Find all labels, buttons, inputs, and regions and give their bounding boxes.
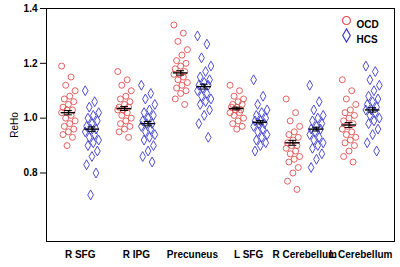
svg-text:R IPG: R IPG <box>123 249 150 260</box>
svg-text:HCS: HCS <box>357 34 378 45</box>
svg-text:1.2: 1.2 <box>24 58 38 69</box>
svg-text:Precuneus: Precuneus <box>167 249 219 260</box>
svg-text:L Cerebellum: L Cerebellum <box>329 249 392 260</box>
svg-text:OCD: OCD <box>357 19 379 30</box>
svg-text:0.8: 0.8 <box>24 167 38 178</box>
svg-text:L SFG: L SFG <box>234 249 263 260</box>
svg-text:1.4: 1.4 <box>24 3 38 14</box>
svg-text:1.0: 1.0 <box>24 112 38 123</box>
svg-text:R SFG: R SFG <box>65 249 96 260</box>
svg-text:R Cerebellum: R Cerebellum <box>272 249 337 260</box>
svg-text:ReHo: ReHo <box>9 112 20 138</box>
